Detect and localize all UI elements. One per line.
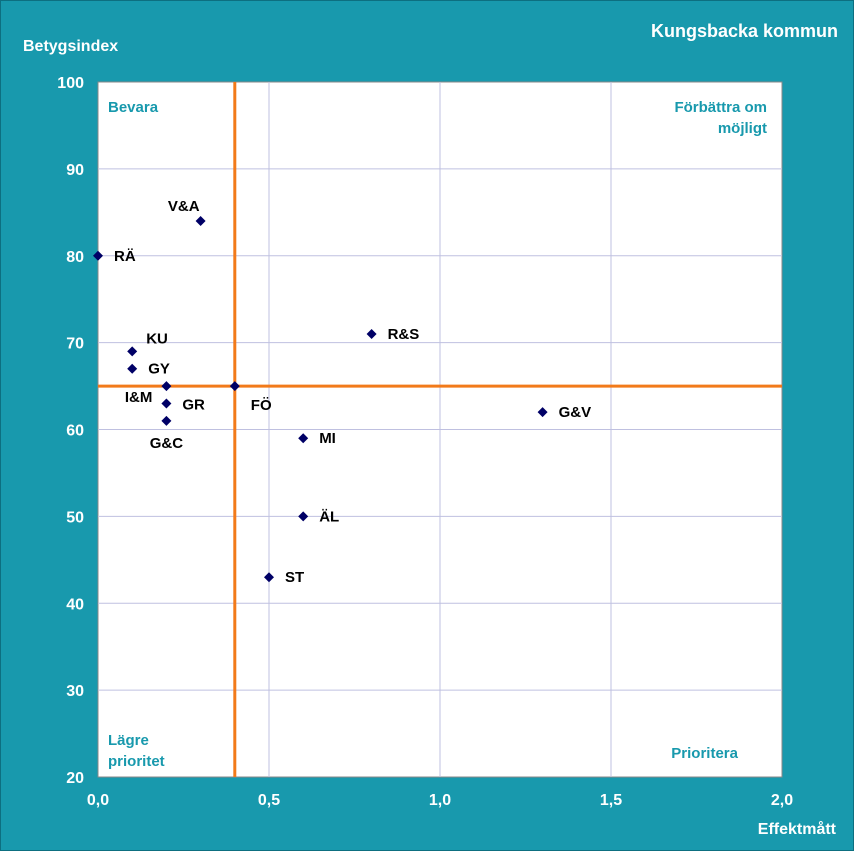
data-point-label: I&M: [125, 389, 153, 406]
data-point-label: MI: [319, 430, 336, 447]
data-point-marker: [161, 381, 172, 392]
chart-title: Kungsbacka kommun: [651, 21, 838, 41]
data-point-marker: [93, 250, 103, 261]
axis-ticks: 20 30 40 50 60 70 80 90 100 0,0 0,5 1,0 1,5 2,0: [57, 75, 793, 809]
data-point-marker: [161, 415, 172, 426]
data-point-label: GR: [182, 396, 205, 413]
y-tick-label: 70: [66, 336, 84, 353]
y-tick-label: 80: [66, 249, 84, 266]
data-point-marker: [195, 216, 206, 226]
quadrant-label-lagre-line2: prioritet: [108, 753, 165, 770]
y-axis-label: Betygsindex: [23, 38, 118, 55]
data-point-label: ÄL: [319, 508, 339, 525]
data-point-label: GY: [148, 361, 170, 378]
data-point-label: RÄ: [114, 248, 136, 265]
data-point-marker: [298, 433, 309, 444]
y-tick-label: 20: [66, 770, 84, 787]
quadrant-label-lagre-line1: Lägre: [108, 732, 149, 749]
data-point-marker: [264, 572, 274, 583]
x-tick-label: 1,5: [600, 792, 622, 809]
data-point-label: R&S: [388, 326, 420, 343]
quadrant-labels: Bevara Förbättra om möjligt Lägre priori…: [108, 99, 767, 770]
data-point-marker: [537, 407, 548, 418]
y-tick-label: 40: [66, 596, 84, 613]
grid-lines: [98, 82, 782, 777]
x-tick-label: 1,0: [429, 792, 451, 809]
quadrant-label-bevara: Bevara: [108, 99, 159, 116]
x-tick-label: 2,0: [771, 792, 793, 809]
y-tick-label: 60: [66, 423, 84, 440]
data-point-label: KU: [146, 330, 168, 347]
data-point-label: V&A: [168, 198, 200, 215]
data-point-label: G&V: [559, 404, 592, 421]
y-tick-label: 50: [66, 509, 84, 526]
y-tick-label: 30: [66, 683, 84, 700]
y-tick-label: 90: [66, 162, 84, 179]
quadrant-label-prioritera: Prioritera: [671, 745, 738, 762]
data-point-label: G&C: [150, 435, 184, 452]
data-point-label: FÖ: [251, 397, 272, 414]
data-point-marker: [366, 328, 377, 339]
data-point-marker: [298, 511, 309, 522]
data-points: RÄ V&A KU GY I&M GR G&C FÖ R&S MI ÄL ST G&V: [93, 198, 591, 586]
data-point-marker: [161, 398, 172, 409]
quadrant-label-forbattra-line1: Förbättra om: [674, 99, 767, 116]
data-point-marker: [127, 363, 138, 374]
data-point-marker: [127, 346, 138, 357]
reference-lines: [98, 82, 782, 777]
data-point-marker: [229, 381, 240, 392]
x-axis-label: Effektmått: [758, 820, 837, 838]
x-tick-label: 0,5: [258, 792, 280, 809]
data-point-label: ST: [285, 569, 304, 586]
x-tick-label: 0,0: [87, 792, 109, 809]
quadrant-label-forbattra-line2: möjligt: [718, 120, 767, 137]
y-tick-label: 100: [57, 75, 84, 92]
